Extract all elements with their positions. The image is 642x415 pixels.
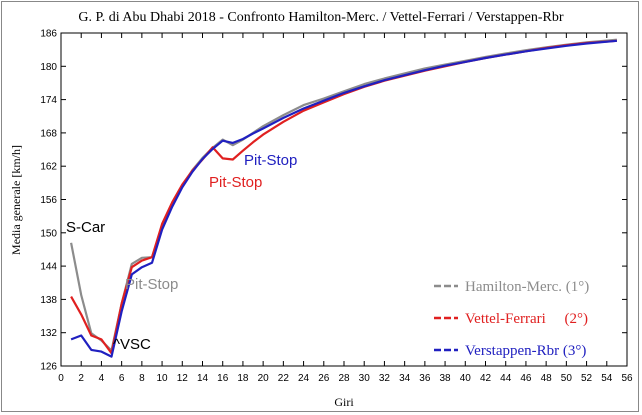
x-tick-label: 40 xyxy=(460,373,472,384)
x-tick-label: 10 xyxy=(157,373,169,384)
x-tick-label: 46 xyxy=(520,373,532,384)
x-tick-label: 8 xyxy=(139,373,145,384)
y-tick-label: 126 xyxy=(40,362,57,373)
x-tick-label: 4 xyxy=(99,373,105,384)
annotation-pit-stop-vettel: Pit-Stop xyxy=(209,174,262,191)
legend-label-verstappen: Verstappen-Rbr (3°) xyxy=(465,343,586,359)
y-tick-label: 174 xyxy=(40,95,57,106)
x-tick-label: 50 xyxy=(561,373,573,384)
x-axis-label: Giri xyxy=(334,395,354,409)
x-tick-label: 32 xyxy=(379,373,391,384)
x-tick-label: 2 xyxy=(78,373,84,384)
x-tick-label: 20 xyxy=(258,373,270,384)
x-tick-label: 16 xyxy=(217,373,229,384)
x-tick-label: 54 xyxy=(601,373,613,384)
y-tick-label: 180 xyxy=(40,62,57,73)
y-tick-label: 144 xyxy=(40,262,57,273)
x-tick-label: 52 xyxy=(581,373,593,384)
x-tick-label: 38 xyxy=(440,373,452,384)
x-tick-label: 0 xyxy=(58,373,64,384)
x-tick-label: 22 xyxy=(278,373,290,384)
x-tick-label: 12 xyxy=(177,373,189,384)
x-tick-label: 28 xyxy=(338,373,350,384)
x-tick-label: 30 xyxy=(359,373,371,384)
series-line-vettel xyxy=(70,39,617,355)
y-tick-label: 138 xyxy=(40,295,57,306)
legend-label-hamilton: Hamilton-Merc. (1°) xyxy=(465,279,589,295)
annotation-pit-stop-hamilton: Pit-Stop xyxy=(125,276,178,293)
y-tick-label: 162 xyxy=(40,162,57,173)
x-tick-label: 14 xyxy=(197,373,209,384)
y-tick-label: 168 xyxy=(40,128,57,139)
x-tick-label: 6 xyxy=(119,373,125,384)
y-tick-label: 150 xyxy=(40,228,57,239)
x-tick-label: 56 xyxy=(621,373,633,384)
legend: Hamilton-Merc. (1°) Vettel-Ferrari (2°) … xyxy=(434,279,589,359)
y-axis-ticks: 126 132 138 144 150 156 162 168 174 180 186 xyxy=(40,29,627,373)
y-tick-label: 186 xyxy=(40,29,57,40)
y-axis-label: Media generale [km/h] xyxy=(9,145,23,255)
x-tick-label: 48 xyxy=(541,373,553,384)
y-tick-label: 132 xyxy=(40,328,57,339)
x-tick-label: 26 xyxy=(318,373,330,384)
x-tick-label: 36 xyxy=(419,373,431,384)
x-tick-label: 24 xyxy=(298,373,310,384)
chart-title: G. P. di Abu Dhabi 2018 - Confronto Hami… xyxy=(78,10,563,25)
x-tick-label: 42 xyxy=(480,373,492,384)
x-axis-ticks: 0 2 4 6 8 10 12 14 16 18 20 22 24 26 28 30 32 34 36 38 40 42 4… xyxy=(58,33,633,384)
annotation-vsc: ^VSC xyxy=(113,336,151,353)
x-tick-label: 34 xyxy=(399,373,411,384)
annotation-pit-stop-verstappen: Pit-Stop xyxy=(244,152,297,169)
series-line-hamilton xyxy=(70,38,617,352)
series-line-verstappen xyxy=(70,39,617,358)
annotation-safety-car: S-Car xyxy=(66,219,105,236)
y-tick-label: 156 xyxy=(40,195,57,206)
series-lines xyxy=(70,38,617,358)
x-tick-label: 44 xyxy=(500,373,512,384)
x-tick-label: 18 xyxy=(237,373,249,384)
legend-label-vettel: Vettel-Ferrari (2°) xyxy=(465,311,588,327)
